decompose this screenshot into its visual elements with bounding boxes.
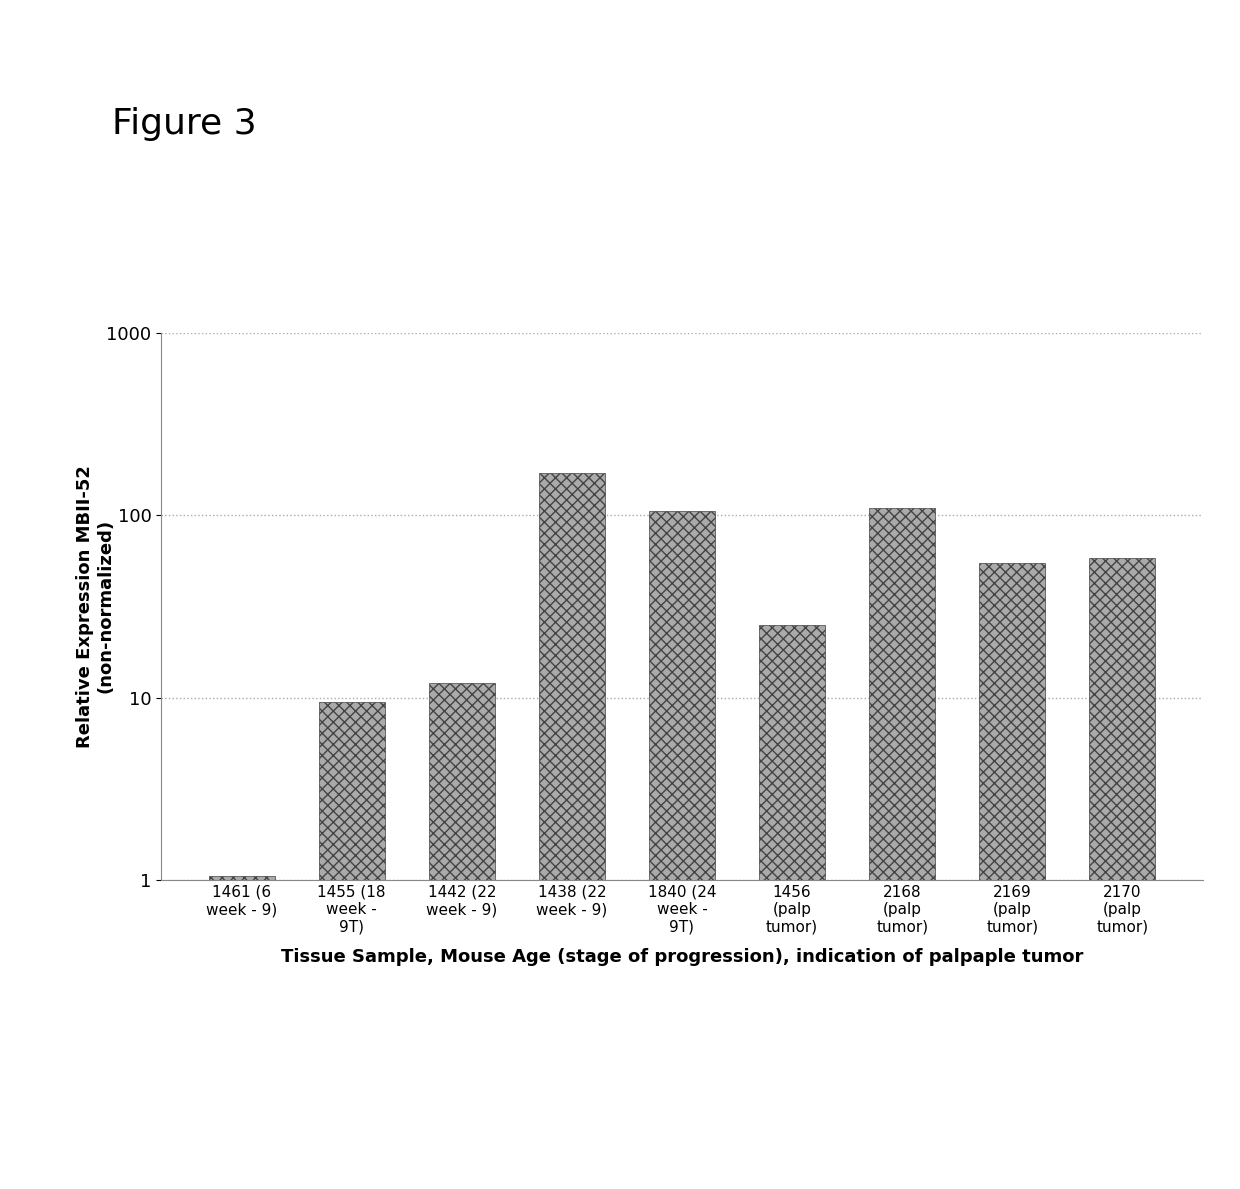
- Text: Figure 3: Figure 3: [112, 107, 257, 141]
- Bar: [759, 625, 825, 1189]
- Bar: [980, 562, 1045, 1189]
- Bar: [429, 684, 495, 1189]
- Y-axis label: Relative Expression MBII-52
(non-normalized): Relative Expression MBII-52 (non-normali…: [76, 465, 114, 748]
- Bar: [208, 876, 274, 1189]
- Bar: [869, 508, 935, 1189]
- Bar: [539, 473, 605, 1189]
- Bar: [1090, 559, 1156, 1189]
- Bar: [319, 702, 384, 1189]
- X-axis label: Tissue Sample, Mouse Age (stage of progression), indication of palpaple tumor: Tissue Sample, Mouse Age (stage of progr…: [280, 949, 1084, 967]
- Bar: [649, 511, 715, 1189]
